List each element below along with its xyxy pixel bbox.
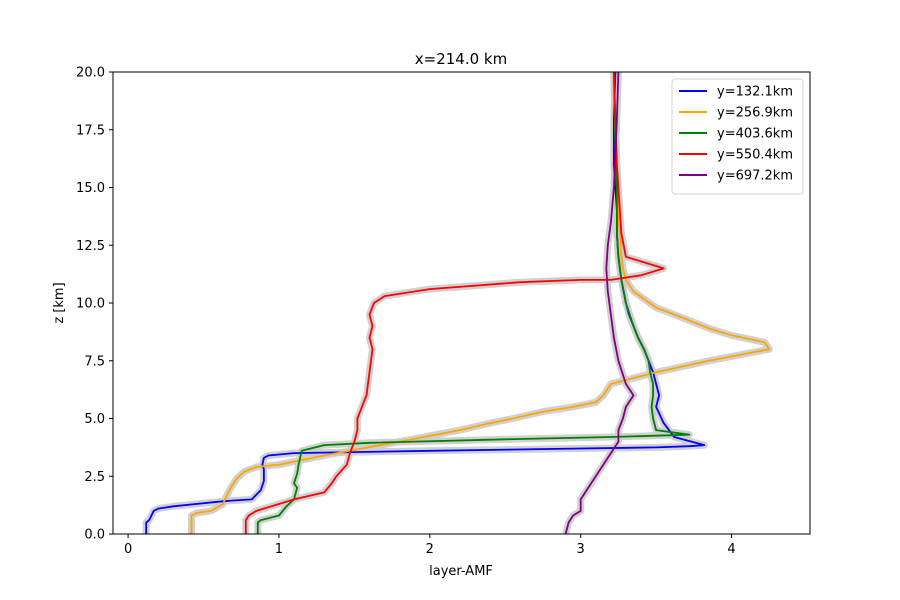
series-line-2 <box>190 72 771 534</box>
y-tick-label: 5.0 <box>84 412 105 427</box>
x-tick-label: 0 <box>124 542 132 557</box>
y-tick-label: 2.5 <box>84 470 105 485</box>
legend-label-4: y=550.4km <box>717 148 793 163</box>
y-tick-label: 10.0 <box>76 297 105 312</box>
legend-box <box>671 78 804 195</box>
legend-label-5: y=697.2km <box>717 169 793 184</box>
x-axis-label: layer-AMF <box>429 564 493 579</box>
legend: y=132.1km y=256.9km y=403.6km y=550.4km y=69… <box>671 78 804 195</box>
y-tick-label: 0.0 <box>84 528 105 543</box>
y-tick-label: 7.5 <box>84 354 105 369</box>
x-tick-label: 4 <box>727 542 735 557</box>
y-axis-ticks: 0.0 2.5 5.0 7.5 10.0 12.5 15.0 17.5 20.0 <box>76 66 113 543</box>
series-line-3 <box>256 72 691 534</box>
y-tick-label: 15.0 <box>76 181 105 196</box>
chart-title: x=214.0 km <box>415 50 507 68</box>
y-tick-label: 12.5 <box>76 239 105 254</box>
series-line-4 <box>244 72 665 534</box>
series-lines <box>145 72 771 534</box>
legend-label-3: y=403.6km <box>717 127 793 142</box>
series-line-5 <box>564 72 635 534</box>
x-axis-ticks: 0 1 2 3 4 <box>124 534 736 557</box>
y-tick-label: 17.5 <box>76 123 105 138</box>
legend-label-2: y=256.9km <box>717 106 793 121</box>
x-tick-label: 1 <box>275 542 283 557</box>
y-axis-label: z [km] <box>52 282 67 323</box>
legend-label-1: y=132.1km <box>717 85 793 100</box>
y-tick-label: 20.0 <box>76 66 105 81</box>
x-tick-label: 3 <box>577 542 585 557</box>
x-tick-label: 2 <box>426 542 434 557</box>
